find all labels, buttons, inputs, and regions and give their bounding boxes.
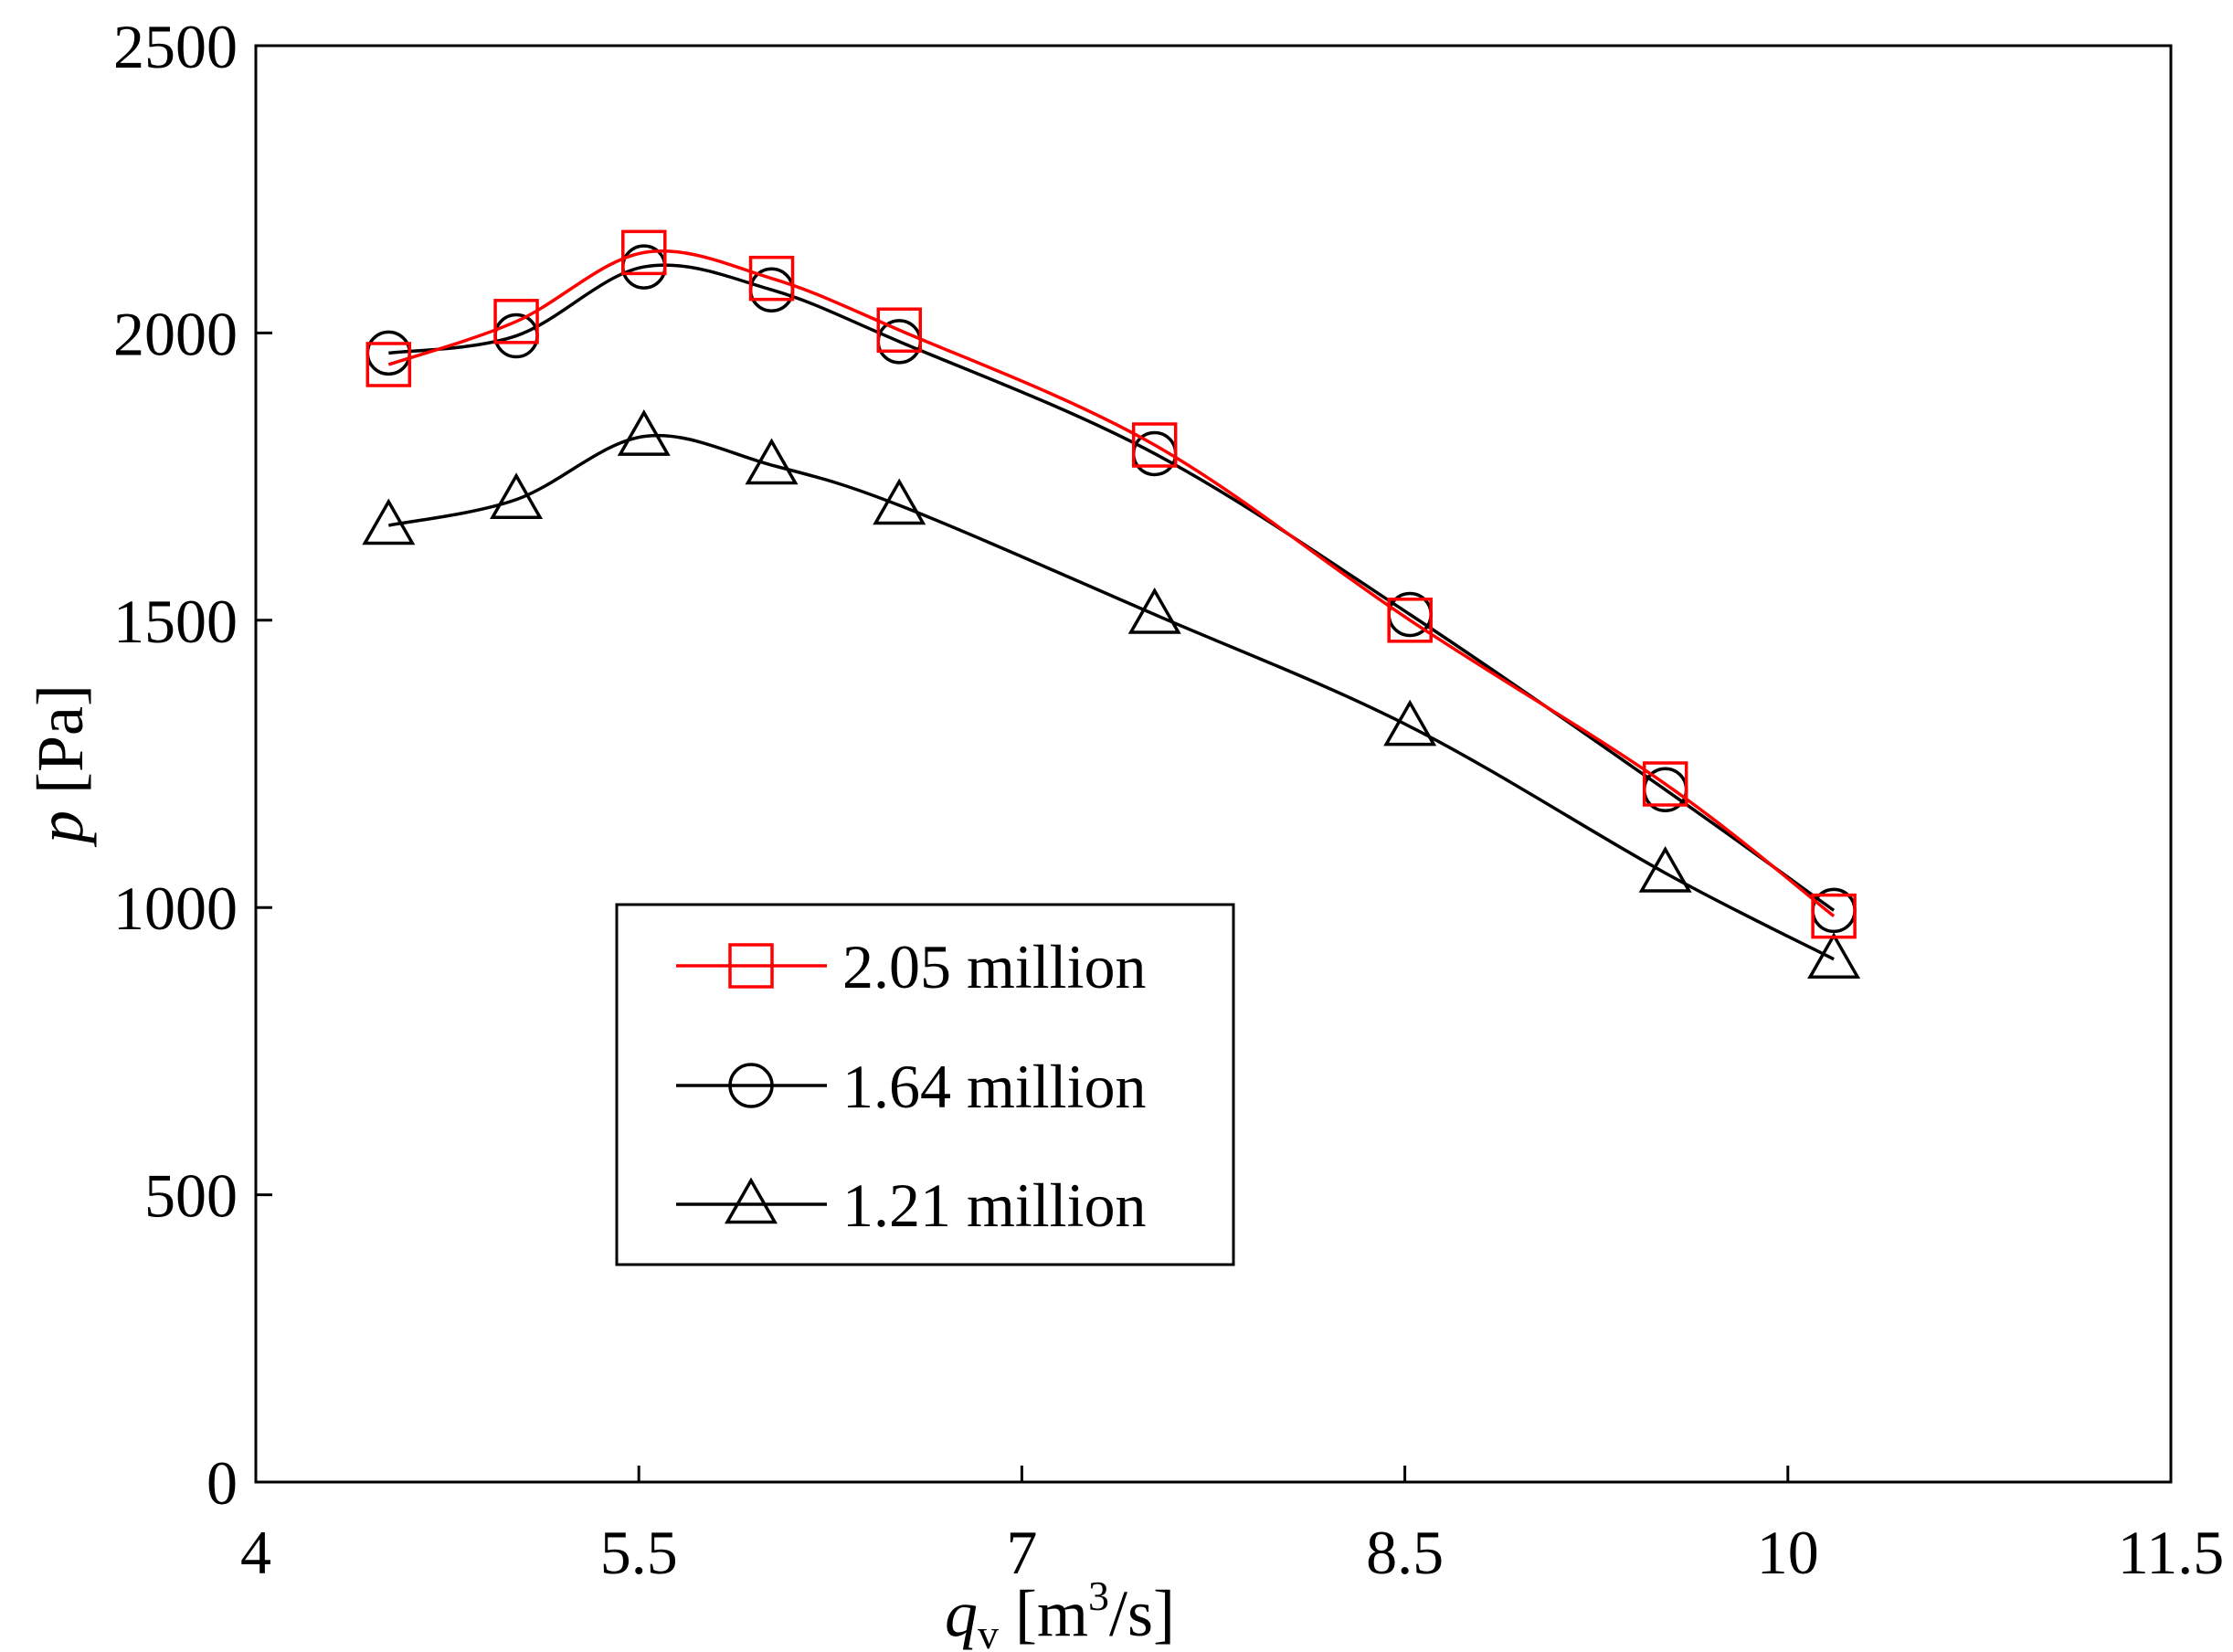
triangle-marker — [1807, 932, 1861, 980]
square-marker — [876, 307, 923, 354]
x-axis-unit-close: /s] — [1109, 1577, 1175, 1650]
square-marker — [1642, 761, 1688, 807]
x-tick-label: 10 — [1757, 1518, 1819, 1587]
x-tick-label: 11.5 — [2118, 1518, 2224, 1587]
square-marker — [1131, 422, 1178, 468]
y-axis-symbol: p — [24, 810, 97, 848]
series-line — [387, 433, 1835, 961]
series-triangle — [362, 409, 1861, 980]
series-layer — [362, 229, 1861, 980]
legend-square-marker — [728, 943, 774, 989]
square-marker — [1387, 598, 1433, 643]
x-axis-symbol: q — [945, 1577, 978, 1650]
y-tick-label: 0 — [206, 1448, 238, 1518]
x-axis-unit-superscript: 3 — [1088, 1573, 1109, 1619]
triangle-marker — [1638, 845, 1692, 893]
legend-label: 2.05 million — [842, 932, 1146, 1001]
y-axis-title: p [Pa] — [24, 684, 97, 848]
x-tick-label: 4 — [240, 1518, 271, 1587]
triangle-marker — [362, 498, 416, 545]
series-line — [388, 263, 1836, 912]
square-marker — [493, 299, 539, 344]
legend-circle-marker — [728, 1063, 774, 1108]
legend-entry: 1.21 million — [676, 1170, 1146, 1240]
triangle-marker — [490, 472, 544, 520]
legend-triangle-marker — [724, 1177, 778, 1224]
triangle-marker — [1383, 699, 1437, 747]
y-tick-label: 2500 — [113, 12, 238, 81]
x-tick-label: 8.5 — [1366, 1518, 1444, 1587]
legend: 2.05 million 1.64 million 1.21 million — [615, 903, 1235, 1266]
square-marker — [365, 342, 412, 387]
x-axis-unit-open: [m — [999, 1577, 1088, 1650]
x-axis-subscript: v — [978, 1611, 999, 1652]
ticks-layer: 4 5.5 7 8.5 10 11.5 0 500 1000 1500 2000 2500 — [113, 12, 2224, 1587]
series-line — [387, 249, 1836, 918]
square-marker — [1811, 893, 1857, 939]
legend-label: 1.21 million — [842, 1170, 1146, 1240]
triangle-marker — [617, 409, 671, 456]
y-axis-unit: [Pa] — [24, 684, 97, 810]
series-square — [365, 229, 1857, 939]
triangle-marker — [745, 438, 799, 485]
y-tick-label: 1500 — [113, 587, 238, 656]
square-marker — [748, 255, 795, 302]
y-tick-label: 2000 — [113, 299, 238, 368]
x-tick-label: 5.5 — [600, 1518, 678, 1587]
x-tick-label: 7 — [1006, 1518, 1037, 1587]
y-tick-label: 500 — [144, 1161, 238, 1231]
legend-label: 1.64 million — [842, 1052, 1146, 1121]
triangle-marker — [873, 478, 926, 525]
y-tick-label: 1000 — [113, 874, 238, 943]
legend-entry: 2.05 million — [676, 932, 1146, 1001]
legend-entry: 1.64 million — [676, 1052, 1146, 1121]
x-axis-title: qv [m3/s] — [945, 1573, 1175, 1652]
triangle-marker — [1127, 587, 1181, 634]
square-marker — [621, 229, 667, 276]
plot-frame — [254, 44, 2173, 1484]
legend-entries: 2.05 million 1.64 million 1.21 million — [676, 932, 1146, 1240]
